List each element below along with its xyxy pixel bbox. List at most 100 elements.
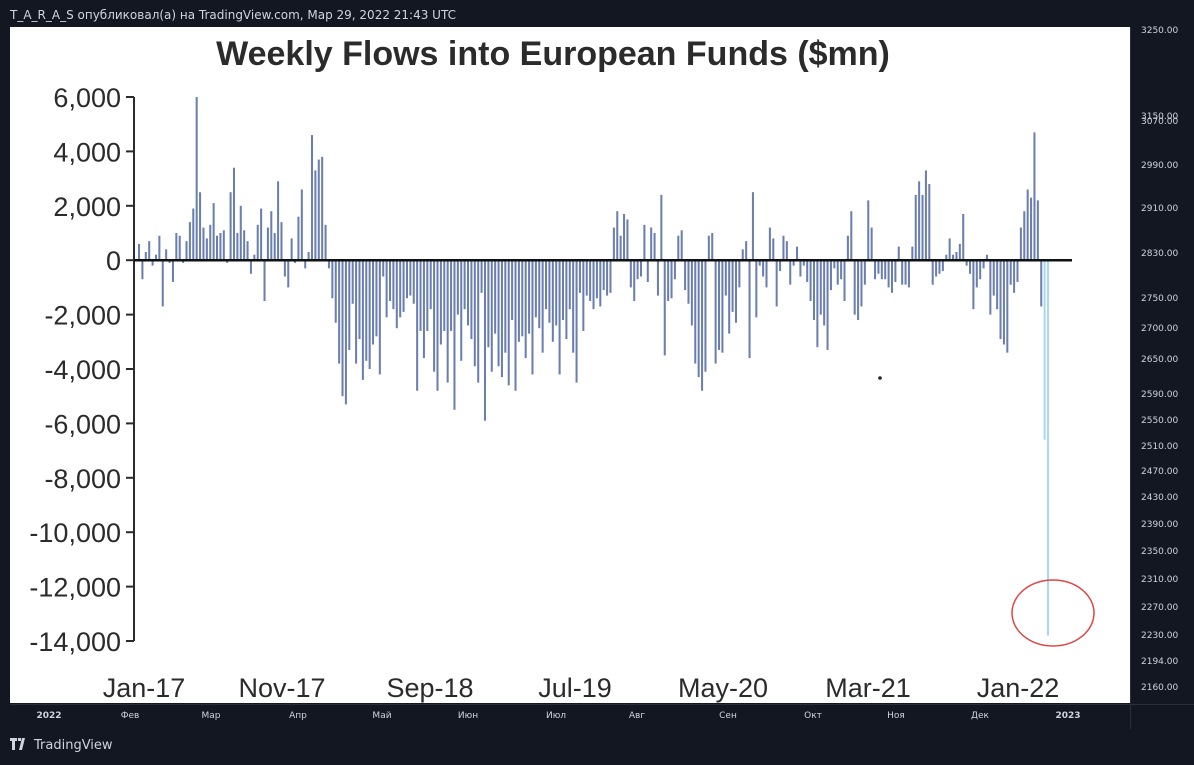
chart-area[interactable]: Weekly Flows into European Funds ($mn) 6… — [10, 27, 1130, 703]
bar — [344, 260, 347, 405]
price-label: 2830.00 — [1141, 249, 1179, 259]
bar — [507, 260, 510, 386]
bar — [548, 260, 551, 323]
bar — [911, 246, 914, 261]
price-axis[interactable]: 3250.00 3150.00 3070.00 2990.00 2910.00 2830.… — [1130, 26, 1194, 703]
bar — [517, 260, 520, 342]
bar — [378, 260, 381, 375]
bar — [470, 260, 473, 340]
bar — [853, 260, 856, 315]
bar — [409, 260, 412, 296]
bar — [290, 238, 293, 261]
bar — [589, 260, 592, 301]
bar — [463, 260, 466, 310]
bar — [422, 260, 425, 359]
bar — [460, 260, 463, 361]
axis-corner — [1130, 704, 1194, 729]
x-tick-label: Jan-22 — [977, 673, 1060, 703]
price-label: 2910.00 — [1141, 204, 1179, 214]
bar — [572, 260, 575, 353]
bar — [504, 260, 507, 353]
bar — [456, 260, 459, 315]
bar — [490, 260, 493, 372]
bar — [324, 224, 327, 261]
time-label: Авг — [628, 711, 646, 721]
bar — [222, 230, 225, 261]
bar — [741, 249, 744, 261]
bar — [165, 249, 168, 261]
bar — [249, 260, 252, 274]
bar — [307, 252, 310, 261]
bar — [487, 260, 490, 348]
bar — [497, 260, 500, 367]
bar — [846, 235, 849, 261]
bar — [565, 260, 568, 340]
bar — [694, 260, 697, 364]
bar — [144, 252, 147, 261]
bar — [358, 260, 361, 340]
bar — [599, 260, 602, 307]
bar — [551, 260, 554, 342]
bar — [931, 260, 934, 285]
bar — [541, 260, 544, 353]
bar — [952, 254, 955, 261]
y-tick-label: 2,000 — [53, 192, 121, 222]
bar — [728, 260, 731, 334]
bar — [890, 260, 894, 293]
bar — [860, 260, 863, 307]
time-label: Дек — [970, 711, 990, 721]
bar — [514, 260, 517, 391]
bar — [755, 260, 758, 318]
bar — [602, 260, 605, 291]
bar — [677, 235, 680, 261]
bar — [697, 260, 700, 378]
bar — [724, 260, 727, 296]
bar — [467, 260, 470, 326]
bar — [904, 260, 907, 285]
bar — [680, 230, 683, 261]
bar — [392, 260, 395, 310]
bar — [775, 260, 778, 307]
bar — [188, 222, 191, 261]
bar — [670, 260, 673, 299]
bar — [636, 260, 639, 280]
bar — [182, 260, 185, 263]
bar — [758, 260, 761, 266]
price-label: 2310.00 — [1141, 575, 1179, 585]
bar — [799, 260, 802, 277]
time-label: 2022 — [36, 711, 62, 721]
bar — [863, 260, 866, 285]
bar — [192, 208, 195, 261]
y-tick-label: -14,000 — [29, 627, 121, 657]
y-tick-label: 6,000 — [53, 83, 121, 113]
bar — [1033, 132, 1036, 261]
footer-brand-label: TradingView — [34, 738, 113, 753]
bar — [148, 241, 151, 261]
bar — [809, 260, 812, 301]
bar — [1009, 260, 1012, 285]
bar — [609, 260, 612, 293]
time-label: Сен — [719, 711, 737, 721]
time-label: Июн — [457, 711, 479, 721]
bar — [361, 260, 364, 380]
bar — [348, 260, 351, 350]
bar — [606, 260, 609, 296]
time-axis[interactable]: 2022 Фев Мар Апр Май Июн Июл Авг Сен Окт Ноя Дек 202… — [10, 704, 1130, 729]
bar — [633, 260, 636, 301]
time-label: Июл — [545, 711, 567, 721]
bar — [985, 254, 988, 261]
highlight-circle — [1011, 579, 1095, 647]
bar — [836, 260, 839, 285]
bar — [629, 260, 632, 288]
y-tick-label: -6,000 — [44, 409, 121, 439]
x-tick-label: May-20 — [678, 673, 768, 703]
bar — [368, 260, 371, 369]
bar — [266, 227, 269, 261]
price-label: 2550.00 — [1141, 416, 1179, 426]
bar — [806, 260, 809, 282]
bar — [412, 260, 415, 304]
bar — [1002, 260, 1005, 345]
bar — [416, 260, 419, 391]
bar — [229, 192, 232, 261]
bar — [385, 260, 388, 318]
